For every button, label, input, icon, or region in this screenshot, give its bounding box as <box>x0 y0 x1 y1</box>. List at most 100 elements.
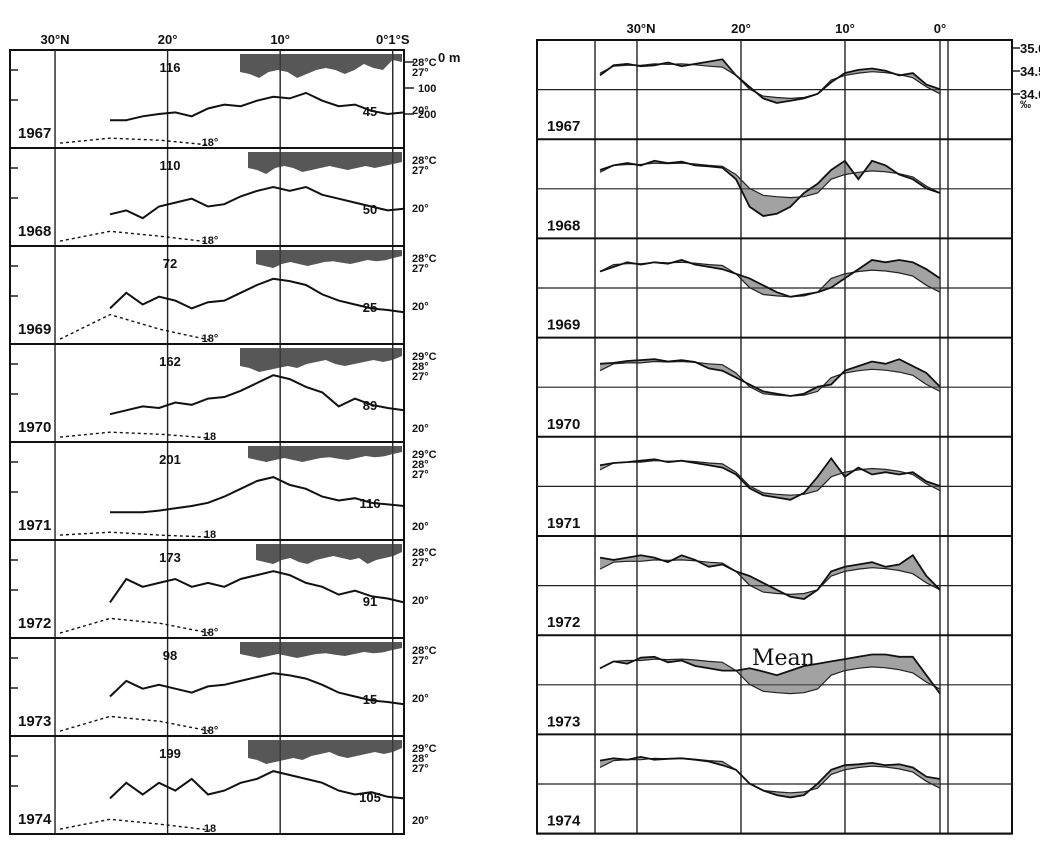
annotation-value: 116 <box>360 496 381 511</box>
x-tick-label: 20° <box>158 32 178 47</box>
year-label: 1972 <box>547 614 580 631</box>
mean-salinity-line <box>599 757 941 794</box>
mean-salinity-line <box>599 162 941 199</box>
temperature-label: 20° <box>412 301 429 313</box>
salinity-anomaly-shading <box>600 160 940 216</box>
isotherm-20-line <box>109 570 405 604</box>
warm-pool-shading <box>248 446 402 462</box>
warm-pool-shading <box>240 54 402 78</box>
annotation-value: 201 <box>159 452 181 467</box>
temperature-label: 29°C <box>412 743 437 755</box>
salinity-anomaly-shading <box>600 756 940 798</box>
isotherm-18-line <box>59 137 211 146</box>
x-tick-label: 20° <box>731 21 751 36</box>
salinity-anomaly-shading <box>600 555 940 599</box>
temperature-label: 27° <box>412 371 429 383</box>
isotherm-20-line <box>109 672 405 706</box>
temperature-label: 29°C <box>412 449 437 461</box>
year-label: 1967 <box>18 125 51 142</box>
year-label: 1973 <box>547 713 580 730</box>
isotherm-label: 18 <box>204 823 216 835</box>
year-label: 1968 <box>547 217 580 234</box>
salinity-line <box>599 358 941 397</box>
depth-label: 0 m <box>438 50 460 65</box>
annotation-value: 110 <box>160 158 181 173</box>
isotherm-20-line <box>110 91 405 122</box>
isotherm-label: 18° <box>202 627 219 639</box>
year-label: 1974 <box>18 811 52 828</box>
temperature-label: 28° <box>412 459 429 471</box>
isotherm-label: 18° <box>202 725 219 737</box>
year-label: 1967 <box>547 118 580 135</box>
isotherm-18-line <box>59 818 211 831</box>
year-label: 1974 <box>547 813 581 830</box>
y-tick-label: 34.0 <box>1020 87 1040 102</box>
temperature-label: 28° <box>412 753 429 765</box>
annotation-value: 89 <box>363 398 377 413</box>
temperature-label: 28°C <box>412 57 437 69</box>
unit-label: ‰ <box>1020 99 1031 111</box>
mean-salinity-line <box>599 460 941 496</box>
mean-label: Mean <box>752 646 815 671</box>
temperature-label: 20° <box>412 521 429 533</box>
mean-salinity-line <box>599 658 941 695</box>
temperature-label: 27° <box>412 67 429 79</box>
temperature-label: 27° <box>412 469 429 481</box>
salinity-anomaly-shading <box>600 359 940 396</box>
x-tick-label: 30°N <box>626 21 655 36</box>
temperature-label: 28°C <box>412 155 437 167</box>
year-label: 1972 <box>18 615 51 632</box>
isotherm-20-line <box>109 185 405 220</box>
annotation-value: 91 <box>363 594 377 609</box>
isotherm-18-line <box>59 230 211 243</box>
annotation-value: 162 <box>159 354 181 369</box>
temperature-label: 28°C <box>412 645 437 657</box>
temperature-label: 28°C <box>412 547 437 559</box>
isotherm-label: 18° <box>202 137 219 149</box>
salinity-anomaly-shading <box>600 260 940 297</box>
isotherm-18-line <box>59 715 211 732</box>
temperature-label: 27° <box>412 655 429 667</box>
year-label: 1973 <box>18 713 51 730</box>
temperature-panel: 30°N 20° 10° 0°1°S 0 m 100 200 1967 116 45 18° 28°C… <box>9 32 460 835</box>
salinity-line <box>599 58 941 104</box>
temperature-label: 27° <box>412 165 429 177</box>
warm-pool-shading <box>240 642 402 658</box>
warm-pool-shading <box>256 544 402 564</box>
warm-pool-shading <box>248 152 402 174</box>
salinity-line <box>599 159 941 217</box>
annotation-value: 72 <box>163 256 177 271</box>
year-label: 1971 <box>18 517 51 534</box>
warm-pool-shading <box>240 348 402 372</box>
temperature-label: 27° <box>412 263 429 275</box>
year-label: 1968 <box>18 223 51 240</box>
x-tick-label: 30°N <box>41 32 70 47</box>
isotherm-label: 18 <box>204 431 216 443</box>
annotation-value: 45 <box>363 104 377 119</box>
mean-salinity-line <box>599 360 941 397</box>
depth-label: 200 <box>418 109 436 121</box>
y-tick-label: 34.5 <box>1020 64 1040 79</box>
temperature-label: 27° <box>412 557 429 569</box>
temperature-label: 28° <box>412 361 429 373</box>
temperature-label: 29°C <box>412 351 437 363</box>
salinity-line <box>599 259 941 298</box>
isotherm-18-line <box>59 313 211 341</box>
salinity-line <box>599 755 941 799</box>
salinity-line <box>599 554 941 600</box>
isotherm-20-line <box>110 476 405 514</box>
isotherm-18-line <box>59 431 211 439</box>
temperature-label: 27° <box>412 763 429 775</box>
x-tick-label: 0°1°S <box>376 32 410 47</box>
y-tick-label: 35.0 <box>1020 41 1040 56</box>
warm-pool-shading <box>248 740 402 764</box>
isotherm-label: 18 <box>204 529 216 541</box>
temperature-label: 20° <box>412 203 429 215</box>
temperature-label: 20° <box>412 595 429 607</box>
temperature-label: 28°C <box>412 253 437 265</box>
x-tick-label: 10° <box>270 32 290 47</box>
isotherm-label: 18° <box>202 333 219 345</box>
salinity-line <box>599 456 941 501</box>
isotherm-20-line <box>109 374 405 416</box>
salinity-panel: 30°N 20° 10° 0° 35.0 34.5 34.0‰ 1967 1968 1969 197… <box>536 21 1040 835</box>
